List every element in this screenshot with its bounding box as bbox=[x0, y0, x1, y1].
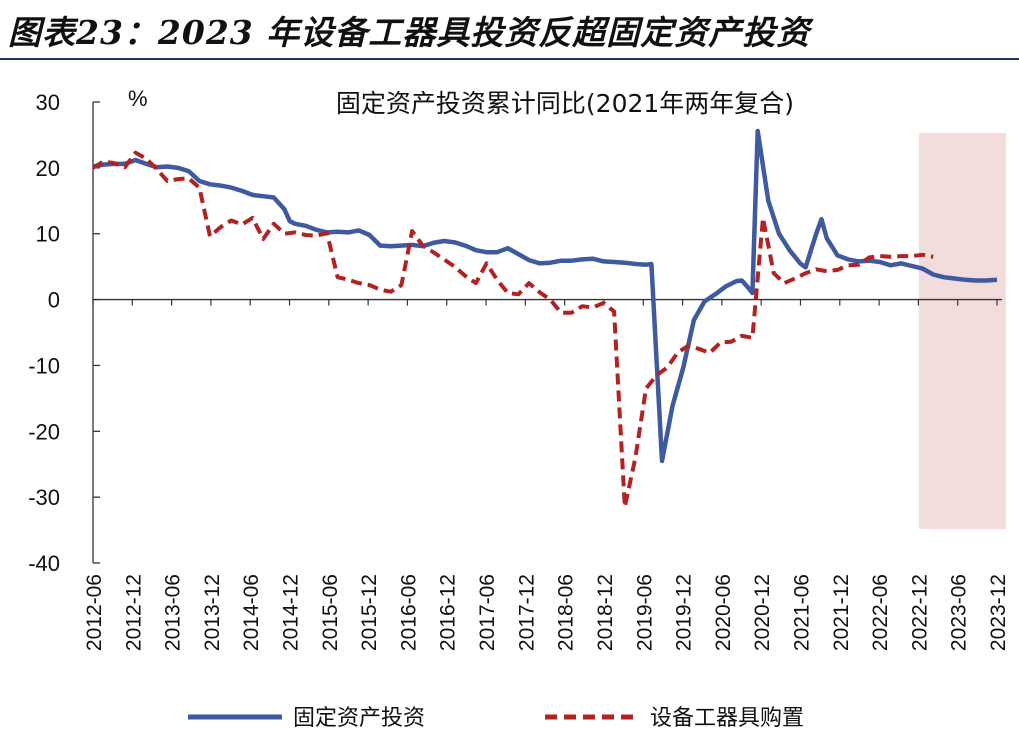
x-tick-label: 2015-12 bbox=[358, 574, 381, 651]
x-tick-label: 2018-12 bbox=[594, 574, 617, 651]
y-tick-label: -40 bbox=[28, 551, 60, 576]
x-axis: 2012-06 2012-12 2013-06 2013-12 2014-06 2014-… bbox=[83, 298, 1010, 651]
x-tick-label: 2017-12 bbox=[515, 574, 538, 651]
x-tick-label: 2016-06 bbox=[397, 574, 420, 651]
y-tick-label: 0 bbox=[48, 288, 60, 313]
series-layer bbox=[91, 128, 998, 509]
x-tick-label: 2014-12 bbox=[280, 574, 303, 651]
x-tick-label: 2015-06 bbox=[319, 574, 342, 651]
series-line-fixed-asset bbox=[92, 128, 998, 464]
x-tick-label: 2021-06 bbox=[790, 574, 813, 651]
y-axis: 30 20 10 0 -10 -20 -30 -40 bbox=[28, 90, 100, 576]
x-tick-label: 2022-12 bbox=[908, 574, 931, 651]
y-tick-label: 20 bbox=[36, 156, 60, 181]
x-tick-label: 2019-12 bbox=[673, 574, 696, 651]
y-tick-label: 10 bbox=[36, 222, 60, 247]
y-tick-label: -20 bbox=[28, 419, 60, 444]
x-tick-label: 2012-12 bbox=[122, 574, 145, 651]
y-tick-label: -10 bbox=[28, 353, 60, 378]
legend-label-fixed-asset: 固定资产投资 bbox=[293, 706, 425, 731]
y-tick-label: -30 bbox=[28, 485, 60, 510]
x-tick-label: 2019-06 bbox=[633, 574, 656, 651]
legend-label-equipment: 设备工器具购置 bbox=[650, 706, 804, 731]
x-tick-label: 2023-12 bbox=[987, 574, 1010, 651]
forecast-highlight-band bbox=[918, 133, 1006, 529]
y-tick-label: 30 bbox=[36, 90, 60, 115]
x-tick-label: 2012-06 bbox=[83, 574, 106, 651]
x-tick-label: 2016-12 bbox=[437, 574, 460, 651]
x-tick-label: 2018-06 bbox=[555, 574, 578, 651]
x-tick-label: 2013-06 bbox=[162, 574, 185, 651]
chart-title: 固定资产投资累计同比(2021年两年复合) bbox=[336, 89, 794, 118]
x-tick-label: 2014-06 bbox=[240, 574, 263, 651]
title-divider bbox=[0, 58, 1019, 60]
x-tick-label: 2023-06 bbox=[948, 574, 971, 651]
x-tick-label: 2017-06 bbox=[476, 574, 499, 651]
x-tick-label: 2021-12 bbox=[830, 574, 853, 651]
x-tick-label: 2022-06 bbox=[869, 574, 892, 651]
legend: 固定资产投资 设备工器具购置 bbox=[188, 706, 804, 731]
y-axis-unit-label: % bbox=[128, 86, 148, 111]
x-tick-label: 2013-12 bbox=[201, 574, 224, 651]
x-tick-label: 2020-06 bbox=[712, 574, 735, 651]
figure-title: 图表23：2023 年设备工器具投资反超固定资产投资 bbox=[8, 13, 811, 52]
x-tick-label: 2020-12 bbox=[751, 574, 774, 651]
series-line-equipment bbox=[91, 150, 934, 509]
